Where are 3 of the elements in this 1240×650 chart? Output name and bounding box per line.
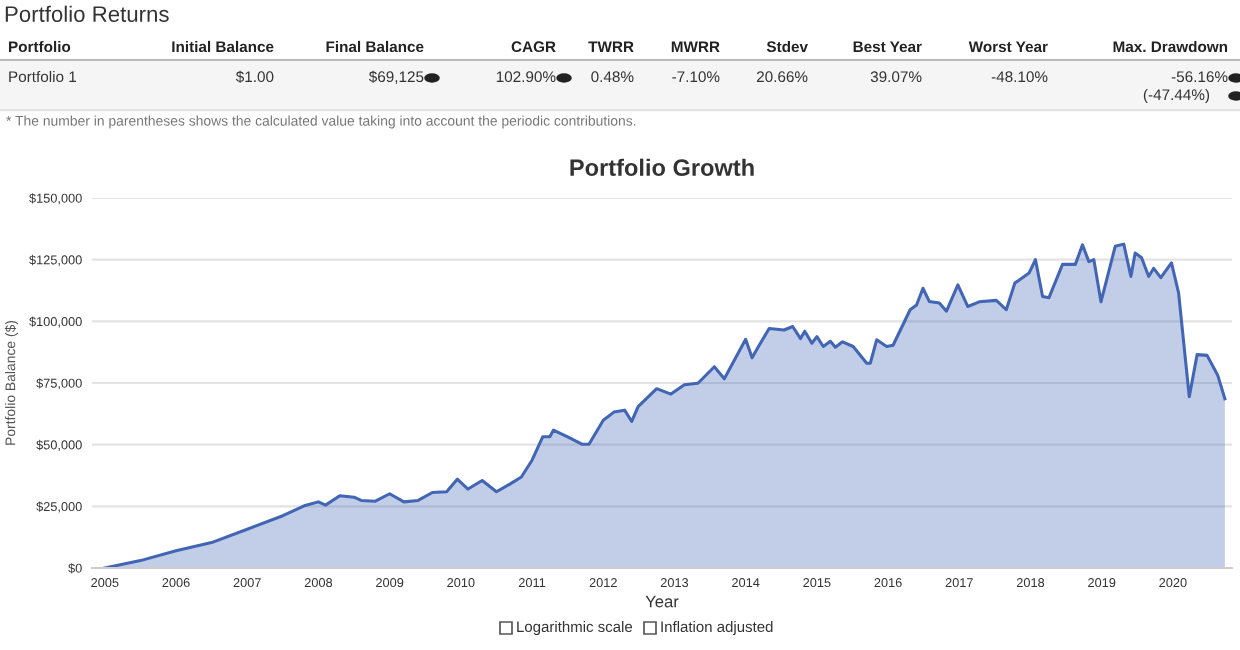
- x-axis-title: Year: [645, 595, 679, 608]
- chart-title: Portfolio Growth: [570, 158, 754, 177]
- text: Portfolio Returns: [5, 5, 169, 22]
